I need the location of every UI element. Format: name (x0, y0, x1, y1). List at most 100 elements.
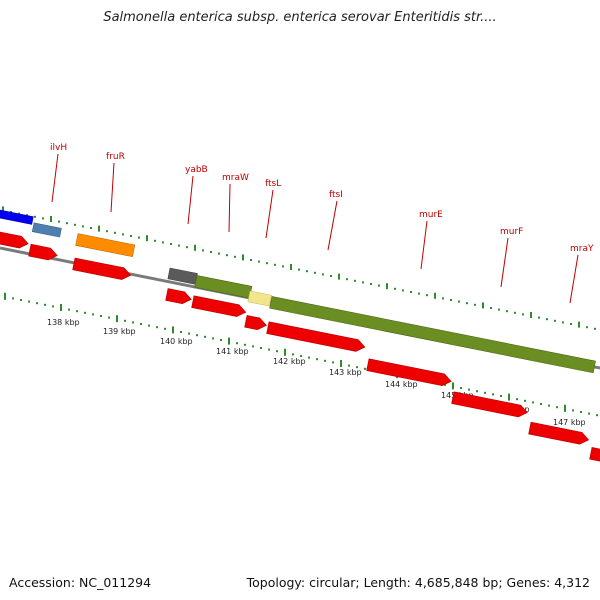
kbp-label-141: 141 kbp (216, 347, 249, 356)
kbp-tick (124, 319, 126, 322)
kbp-tick (348, 364, 350, 367)
scale-tick (82, 225, 84, 228)
scale-tick (194, 244, 196, 251)
scale-tick (50, 216, 52, 222)
scale-tick (562, 321, 564, 324)
feature-mraW[interactable] (194, 275, 253, 299)
feature-blue[interactable] (0, 209, 34, 225)
kbp-tick (364, 367, 366, 370)
cds-arrow[interactable] (366, 358, 453, 387)
scale-tick (538, 316, 540, 319)
gene-label-ftsL[interactable]: ftsL (265, 179, 281, 189)
gene-label-fruR[interactable]: fruR (106, 152, 125, 162)
scale-tick (490, 307, 492, 309)
scale-tick (90, 227, 92, 229)
cds-arrow[interactable] (244, 315, 268, 331)
kbp-tick (508, 393, 510, 401)
scale-tick (234, 255, 236, 258)
scale-tick (322, 273, 324, 276)
cds-arrow[interactable] (0, 231, 29, 250)
kbp-tick (12, 297, 14, 300)
gene-label-murE[interactable]: murE (419, 210, 443, 220)
kbp-tick (100, 315, 102, 317)
kbp-tick (260, 347, 262, 349)
cds-arrow[interactable] (28, 243, 59, 261)
cds-arrow[interactable] (72, 257, 132, 281)
cds-arrow[interactable] (589, 447, 600, 463)
scale-tick (578, 321, 580, 328)
gene-label-ftsI[interactable]: ftsI (329, 190, 343, 200)
kbp-tick (308, 356, 310, 359)
kbp-tick (460, 387, 462, 389)
feature-steelblue[interactable] (31, 222, 62, 238)
scale-tick (130, 235, 132, 237)
kbp-tick (148, 324, 150, 327)
kbp-label-138: 138 kbp (47, 318, 80, 327)
gene-leader-line (327, 200, 338, 251)
scale-tick (154, 239, 156, 242)
scale-tick (554, 319, 556, 322)
scale-tick (58, 220, 60, 223)
scale-tick (394, 287, 396, 290)
kbp-tick (548, 404, 550, 407)
scale-tick (570, 323, 572, 325)
kbp-label-143: 143 kbp (329, 368, 362, 377)
gene-label-murF[interactable]: murF (500, 227, 523, 237)
feature-ftsI-murE-murF-mraY[interactable] (269, 296, 596, 374)
kbp-tick (116, 315, 118, 323)
kbp-tick (476, 390, 478, 393)
cds-arrow[interactable] (191, 295, 247, 318)
feature-fruR[interactable] (75, 233, 136, 258)
kbp-tick (180, 331, 182, 333)
kbp-tick (500, 395, 502, 397)
kbp-tick (324, 359, 326, 362)
scale-tick (474, 303, 476, 306)
kbp-tick (332, 361, 334, 364)
scale-tick (218, 252, 220, 255)
map-title: Salmonella enterica subsp. enterica sero… (103, 10, 497, 25)
kbp-tick (196, 334, 198, 337)
gene-leader-line (51, 153, 59, 203)
cds-arrow[interactable] (266, 321, 366, 353)
scale-tick (450, 299, 452, 301)
kbp-tick (76, 310, 78, 313)
scale-tick (274, 263, 276, 266)
scale-tick (2, 206, 4, 213)
scale-tick (546, 318, 548, 321)
kbp-tick (188, 332, 190, 335)
feature-ftsL[interactable] (247, 290, 272, 307)
cds-arrow[interactable] (451, 391, 529, 419)
gene-label-ilvH[interactable]: ilvH (50, 143, 67, 153)
scale-tick (98, 225, 100, 232)
kbp-label-142: 142 kbp (273, 357, 306, 366)
scale-tick (106, 230, 108, 233)
gene-label-mraW[interactable]: mraW (222, 173, 249, 183)
scale-tick (34, 215, 36, 218)
scale-tick (290, 264, 292, 270)
kbp-tick (36, 302, 38, 305)
kbp-tick (492, 393, 494, 396)
cds-arrow[interactable] (528, 421, 590, 446)
kbp-tick (300, 355, 302, 357)
gene-leader-line (265, 189, 274, 239)
kbp-label-139: 139 kbp (103, 327, 136, 336)
scale-tick (74, 223, 76, 226)
kbp-tick (236, 342, 238, 345)
scale-tick (146, 235, 148, 242)
kbp-tick (516, 398, 518, 401)
kbp-tick (20, 299, 22, 301)
kbp-tick (44, 303, 46, 306)
scale-tick (186, 246, 188, 249)
kbp-tick (316, 358, 318, 361)
scale-tick (594, 327, 596, 330)
scale-tick (514, 311, 516, 314)
kbp-tick (468, 388, 470, 391)
cds-arrow[interactable] (165, 288, 193, 306)
kbp-tick (484, 391, 486, 394)
gene-label-mraY[interactable]: mraY (570, 244, 594, 254)
scale-tick (138, 236, 140, 239)
kbp-tick (60, 304, 62, 311)
gene-label-yabB[interactable]: yabB (185, 165, 208, 175)
scale-tick (482, 302, 484, 309)
kbp-tick (220, 339, 222, 341)
